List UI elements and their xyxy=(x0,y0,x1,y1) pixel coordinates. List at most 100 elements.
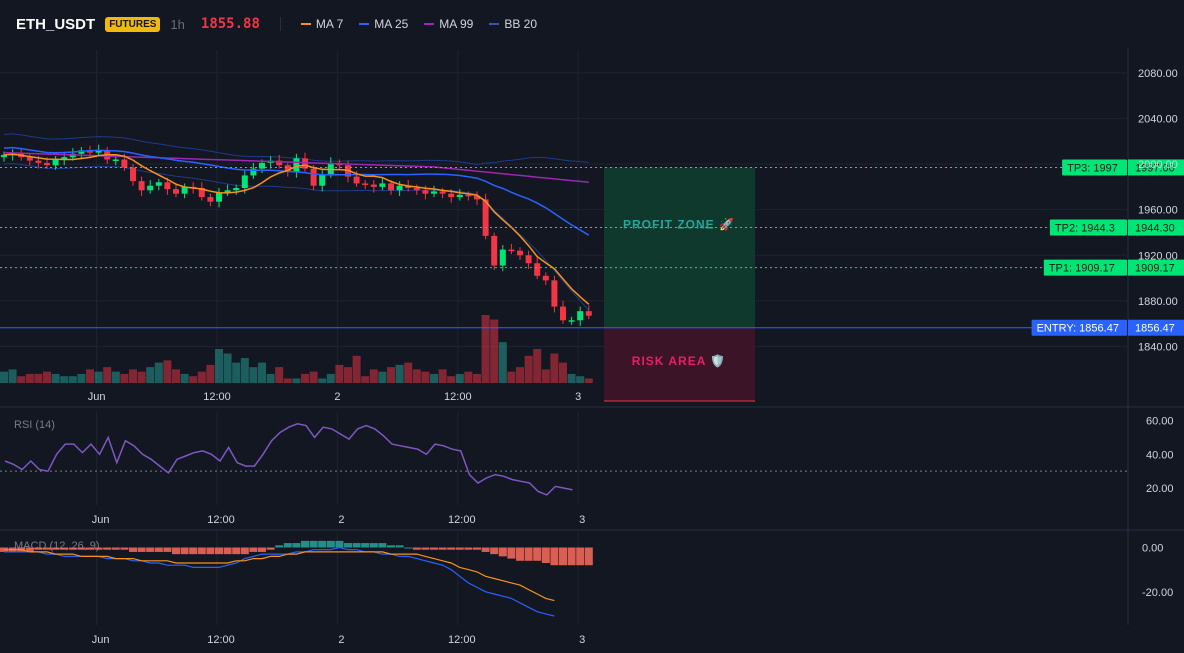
candle-body xyxy=(534,263,541,276)
macd-histogram-bar xyxy=(404,547,413,549)
candle-body xyxy=(465,194,472,197)
macd-histogram-bar xyxy=(387,545,395,548)
rsi-tick-label: 60.00 xyxy=(1146,415,1174,427)
volume-bar xyxy=(8,369,17,383)
price-tick-label: 2080.00 xyxy=(1138,68,1178,80)
candle-body xyxy=(474,195,480,200)
legend-ma25[interactable]: MA 25 xyxy=(359,17,408,31)
volume-bar xyxy=(68,376,77,383)
candle-body xyxy=(327,162,334,175)
candle-body xyxy=(284,165,291,173)
macd-histogram-bar xyxy=(51,547,60,550)
macd-histogram-bar xyxy=(507,547,516,559)
volume-bar xyxy=(25,373,34,383)
candle-body xyxy=(52,159,59,166)
macd-x-tick-label: 3 xyxy=(579,634,585,646)
level-axis-label-tp1: 1909.17 xyxy=(1135,263,1175,275)
volume-bar xyxy=(584,378,593,383)
macd-histogram-bar xyxy=(146,547,155,552)
macd-histogram-bar xyxy=(137,547,146,552)
candle-body xyxy=(560,306,566,321)
candle-body xyxy=(1,154,7,158)
volume-bar xyxy=(361,376,370,383)
profit-zone-label: PROFIT ZONE 🚀 xyxy=(623,218,735,232)
level-tag-bg-tp2 xyxy=(1049,219,1127,236)
volume-bar xyxy=(120,373,129,383)
volume-bar xyxy=(455,373,464,383)
rsi-tick-label: 20.00 xyxy=(1146,483,1174,495)
level-tag-entry: ENTRY: 1856.47 xyxy=(1037,323,1119,335)
macd-histogram-bar xyxy=(335,540,344,548)
macd-panel: MACD (12, 26, 9) 0.00-20.00 xyxy=(0,540,1173,617)
macd-histogram-bar xyxy=(533,547,542,561)
trade-levels: TP3: 1997 1997.00 TP2: 1944.3 1944.30 TP1: 1… xyxy=(0,159,1184,336)
level-tag-tp3: TP3: 1997 xyxy=(1067,162,1118,174)
volume-bar xyxy=(344,367,352,383)
macd-histogram-bar xyxy=(189,547,198,555)
macd-x-tick-label: 2 xyxy=(338,634,344,646)
volume-bar xyxy=(283,378,292,383)
volume-bar xyxy=(43,371,51,383)
legend-ma99-label: MA 99 xyxy=(439,17,474,31)
macd-histogram-bar xyxy=(395,545,404,548)
volume-bar xyxy=(412,369,421,383)
candle-body xyxy=(241,175,248,188)
chart-header: ETH_USDT FUTURES 1h 1855.88 MA 7 MA 25 M… xyxy=(0,0,1184,48)
macd-histogram-bar xyxy=(34,547,43,550)
candle-body xyxy=(26,157,33,161)
macd-histogram-bar xyxy=(258,547,266,552)
volume-bar xyxy=(369,369,378,383)
volume-bar xyxy=(464,371,473,383)
candle-body xyxy=(138,181,145,191)
volume-bar xyxy=(163,360,172,383)
level-axis-bg-tp1 xyxy=(1128,259,1184,276)
macd-histogram-bar xyxy=(215,547,223,555)
x-tick-label: Jun xyxy=(88,391,106,403)
candle-body xyxy=(439,191,446,194)
volume-bar xyxy=(240,358,249,383)
candle-body xyxy=(233,187,240,191)
symbol-name[interactable]: ETH_USDT xyxy=(16,15,96,33)
price-tick-label: 1840.00 xyxy=(1138,342,1178,354)
volume-bar xyxy=(301,373,309,383)
candle-body xyxy=(362,183,369,185)
level-tag-bg-entry xyxy=(1031,319,1127,336)
interval-label[interactable]: 1h xyxy=(170,16,185,32)
level-axis-label-tp3: 1997.00 xyxy=(1135,162,1175,174)
candle-body xyxy=(155,182,162,186)
rsi-x-tick-label: Jun xyxy=(92,514,110,526)
volume-bar xyxy=(550,353,559,383)
candle-body xyxy=(130,167,136,182)
volume-bar xyxy=(60,376,69,383)
ma7-line xyxy=(3,153,590,305)
candle-body xyxy=(164,182,171,190)
volume-bar xyxy=(137,371,146,383)
macd-histogram-bar xyxy=(163,547,172,552)
price-tick-label: 1960.00 xyxy=(1138,205,1178,217)
axes: 2080.00 2040.00 2000.00 1960.00 1920.00 1880.… xyxy=(88,68,1178,646)
volume-bar xyxy=(292,378,301,383)
volume-bar xyxy=(507,371,516,383)
macd-histogram-bar xyxy=(43,547,51,550)
legend-ma99[interactable]: MA 99 xyxy=(424,17,473,31)
macd-histogram-bar xyxy=(25,547,34,552)
macd-tick-label: 0.00 xyxy=(1142,543,1163,555)
macd-histogram-bar xyxy=(326,540,335,548)
volume-bar xyxy=(438,369,447,383)
macd-histogram-bar xyxy=(77,547,86,550)
level-axis-label-tp2: 1944.30 xyxy=(1135,223,1175,235)
candle-body xyxy=(491,235,498,266)
candle-body xyxy=(173,189,179,194)
macd-histogram-bar xyxy=(180,547,189,555)
volume-bar xyxy=(567,373,576,383)
macd-histogram-bar xyxy=(68,547,77,550)
volume-bar xyxy=(352,355,361,383)
level-axis-bg-tp3 xyxy=(1128,159,1184,176)
candle-body xyxy=(259,162,265,169)
legend-bb20[interactable]: BB 20 xyxy=(489,17,537,31)
volume-bar xyxy=(490,319,499,383)
legend-ma7[interactable]: MA 7 xyxy=(300,17,343,31)
level-tag-tp2: TP2: 1944.3 xyxy=(1055,223,1115,235)
volume-bar xyxy=(481,315,490,383)
